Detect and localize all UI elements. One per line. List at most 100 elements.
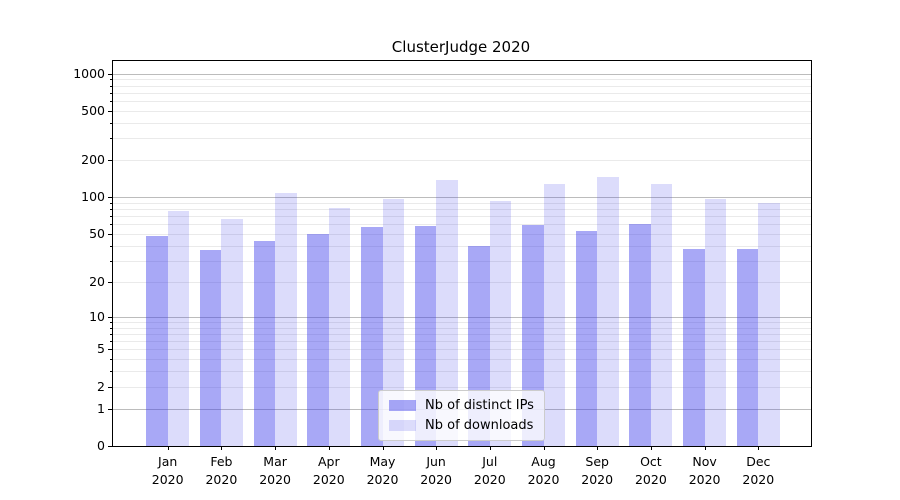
y-tick [108, 197, 112, 199]
bar-distinct-ips-sep [575, 231, 598, 446]
y-tick-label: 100 [81, 189, 105, 205]
x-tick [758, 446, 760, 450]
x-tick-label: Dec 2020 [742, 454, 775, 488]
y-minor-tick [110, 371, 112, 373]
gridline-minor [113, 122, 811, 124]
legend-swatch-distinct-ips [389, 400, 416, 411]
gridline-minor [113, 321, 811, 323]
y-tick-label: 1 [97, 400, 105, 416]
gridline-minor [113, 224, 811, 226]
plot-area: Nb of distinct IPs Nb of downloads 0 1 2 5 1… [73, 60, 812, 487]
y-minor-tick [110, 327, 112, 329]
x-tick-label: Sep 2020 [581, 454, 614, 488]
x-tick-label: Aug 2020 [527, 454, 560, 488]
legend-label-downloads: Nb of downloads [425, 418, 534, 433]
x-tick-label: Jun 2020 [420, 454, 452, 488]
x-tick-label: Mar 2020 [259, 454, 291, 488]
y-tick-label: 1000 [73, 65, 105, 81]
x-tick [221, 446, 223, 450]
x-tick [650, 446, 652, 450]
legend-item-distinct-ips: Nb of distinct IPs [389, 398, 534, 413]
y-tick-label: 500 [81, 102, 105, 118]
y-tick [108, 408, 112, 410]
bar-downloads-sep [597, 176, 619, 446]
y-tick [108, 160, 112, 162]
y-minor-tick [110, 321, 112, 323]
gridline-minor [113, 79, 811, 81]
gridline-minor [113, 234, 811, 236]
bar-distinct-ips-oct [629, 223, 651, 446]
gridline-major [113, 197, 811, 199]
bar-downloads-apr [328, 207, 351, 446]
bar-downloads-jan [167, 211, 190, 446]
x-tick [382, 446, 384, 450]
bar-distinct-ips-dec [736, 248, 759, 446]
bar-distinct-ips-feb [199, 249, 222, 446]
x-tick [436, 446, 438, 450]
x-tick-label: Apr 2020 [312, 454, 345, 488]
x-tick-label: Nov 2020 [688, 454, 721, 488]
gridline-minor [113, 341, 811, 343]
y-minor-tick [110, 101, 112, 103]
x-tick-label: Feb 2020 [205, 454, 238, 488]
gridline-minor [113, 111, 811, 112]
gridline-minor [113, 333, 811, 335]
y-minor-tick [110, 224, 112, 226]
gridline-minor [113, 359, 811, 361]
bar-distinct-ips-may [361, 227, 383, 446]
y-minor-tick [110, 260, 112, 262]
x-tick [543, 446, 545, 450]
chart-title: ClusterJudge 2020 [391, 38, 531, 56]
x-tick [597, 446, 599, 450]
gridline-minor [113, 101, 811, 103]
x-tick-label: May 2020 [366, 454, 399, 488]
y-minor-tick [110, 79, 112, 81]
bar-distinct-ips-apr [307, 234, 329, 446]
gridline-minor [113, 281, 811, 283]
bar-distinct-ips-nov [683, 248, 705, 446]
x-tick [275, 446, 277, 450]
gridline-minor [113, 160, 811, 162]
y-minor-tick [110, 333, 112, 335]
y-minor-tick [110, 92, 112, 94]
y-tick-label: 2 [97, 378, 105, 394]
y-minor-tick [110, 209, 112, 211]
legend-label-distinct-ips: Nb of distinct IPs [425, 398, 534, 413]
y-tick [108, 349, 112, 351]
y-tick-label: 0 [97, 437, 105, 453]
bar-downloads-jun [436, 180, 458, 446]
y-minor-tick [110, 359, 112, 361]
bar-downloads-jul [489, 200, 512, 446]
y-tick [108, 111, 112, 112]
gridline-minor [113, 386, 811, 388]
y-tick-label: 5 [97, 341, 105, 357]
x-tick-label: Jul 2020 [473, 454, 506, 488]
y-minor-tick [110, 122, 112, 124]
gridline-minor [113, 371, 811, 373]
bar-downloads-oct [650, 183, 673, 446]
gridline-minor [113, 138, 811, 140]
gridline-minor [113, 202, 811, 204]
bar-downloads-nov [704, 198, 727, 446]
legend-item-downloads: Nb of downloads [389, 418, 534, 433]
y-tick [108, 386, 112, 388]
y-minor-tick [110, 245, 112, 247]
y-tick-label: 50 [89, 225, 105, 241]
y-tick [108, 446, 112, 447]
legend-swatch-downloads [389, 420, 416, 431]
gridline-minor [113, 92, 811, 94]
bar-distinct-ips-jan [146, 236, 168, 446]
x-tick [328, 446, 330, 450]
gridline-minor [113, 85, 811, 87]
gridline-minor [113, 209, 811, 211]
y-tick-label: 20 [89, 273, 105, 289]
y-minor-tick [110, 216, 112, 218]
y-tick-label: 200 [81, 151, 105, 167]
bar-downloads-aug [543, 184, 565, 446]
x-tick-label: Jan 2020 [151, 454, 184, 488]
gridline-minor [113, 327, 811, 329]
y-tick-label: 10 [89, 308, 105, 324]
x-tick-label: Oct 2020 [634, 454, 667, 488]
gridline-minor [113, 245, 811, 247]
